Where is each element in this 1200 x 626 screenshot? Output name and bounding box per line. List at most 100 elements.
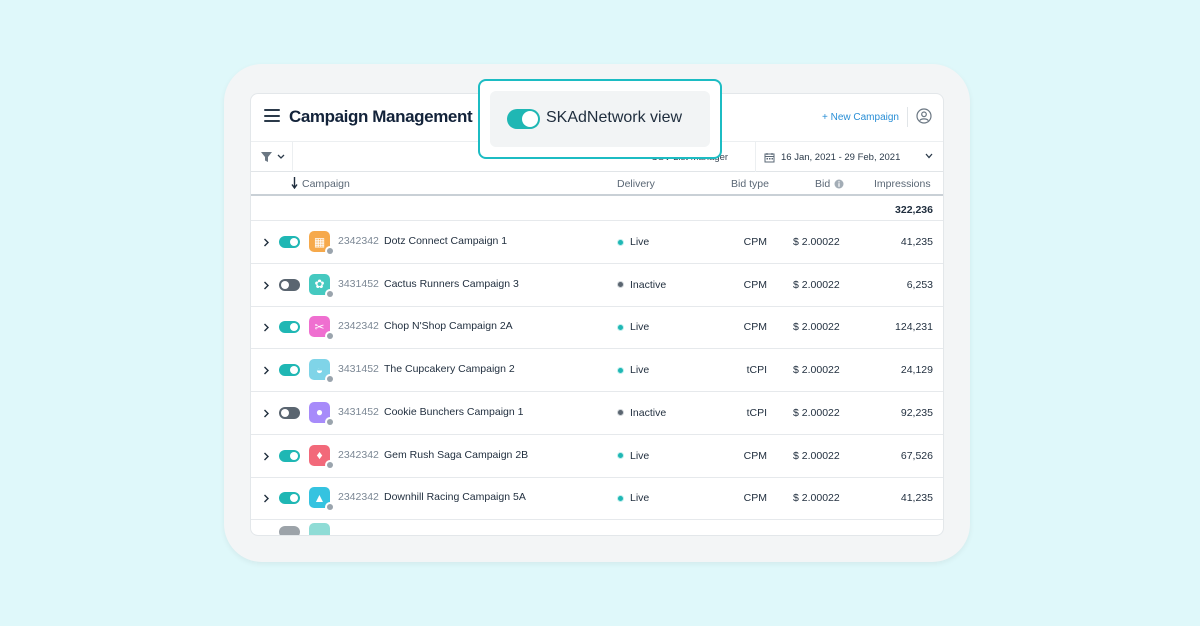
app-icon-glyph: ◒ (309, 359, 330, 381)
status-dot-icon (617, 409, 624, 417)
bid-type: CPM (743, 449, 767, 462)
table-row[interactable]: ◒ 3431452 The Cupcakery Campaign 2 Live tCPI… (251, 349, 943, 393)
app-icon-glyph: ✂ (309, 316, 330, 338)
calendar-icon (764, 152, 775, 162)
campaign-toggle[interactable] (279, 236, 300, 248)
sort-down-arrow-icon[interactable] (291, 177, 298, 189)
status-dot-icon (617, 366, 624, 374)
bid-value[interactable]: $ 2.00022 (793, 236, 840, 248)
apple-icon (325, 459, 335, 470)
cactus-app-icon: ✿ (309, 273, 335, 299)
bid-type: CPM (743, 492, 767, 505)
cookie-app-icon: ● (309, 401, 335, 427)
bid-type: tCPI (746, 406, 767, 419)
column-header-delivery[interactable]: Delivery (617, 178, 655, 190)
delivery-status: Live (617, 364, 649, 376)
app-icon-glyph: ✿ (309, 273, 330, 295)
info-icon[interactable] (834, 179, 844, 189)
filter-icon[interactable] (260, 150, 288, 164)
campaign-toggle[interactable] (279, 492, 300, 505)
impressions-value: 24,129 (900, 364, 933, 377)
bid-value[interactable]: $ 2.00022 (793, 449, 840, 462)
campaign-toggle[interactable] (279, 321, 300, 334)
bid-type: tCPI (746, 364, 767, 377)
table-row[interactable]: ▦ 2342342 Dotz Connect Campaign 1 Live CPM $ … (251, 221, 943, 264)
dotz-app-icon: ▦ (309, 231, 335, 256)
impressions-value: 41,235 (900, 236, 933, 248)
status-dot-icon (617, 494, 624, 502)
campaign-toggle[interactable] (279, 278, 300, 291)
campaign-id: 3431452 (338, 363, 379, 376)
delivery-status: Live (617, 321, 649, 333)
column-header-impressions[interactable]: Impressions (874, 178, 931, 190)
column-header-bid-type[interactable]: Bid type (731, 178, 769, 190)
apple-icon (325, 374, 335, 385)
table-row-partial (251, 522, 943, 535)
delivery-status: Live (617, 450, 649, 462)
app-icon (309, 523, 330, 535)
chevron-right-icon[interactable] (263, 238, 270, 247)
campaign-id: 2342342 (338, 320, 379, 333)
chevron-right-icon[interactable] (263, 366, 270, 375)
delivery-label: Inactive (630, 278, 667, 291)
bid-value[interactable]: $ 2.00022 (793, 406, 840, 419)
campaign-id: 2342342 (338, 235, 379, 247)
chevron-right-icon[interactable] (263, 323, 270, 332)
table-row[interactable]: ♦ 2342342 Gem Rush Saga Campaign 2B Live CPM… (251, 435, 943, 478)
user-avatar-icon[interactable] (916, 108, 932, 124)
table-row[interactable]: ✂ 2342342 Chop N'Shop Campaign 2A Live CPM $ … (251, 306, 943, 350)
bid-value[interactable]: $ 2.00022 (793, 492, 840, 505)
divider (755, 142, 756, 172)
divider (907, 107, 908, 127)
skadnetwork-toggle[interactable] (507, 109, 540, 129)
skadnetwork-toggle-container[interactable]: SKAdNetwork view (490, 91, 710, 147)
apple-icon (325, 331, 335, 342)
cupcake-app-icon: ◒ (309, 359, 335, 385)
apple-icon (325, 288, 335, 299)
campaign-name-link[interactable]: Cookie Bunchers Campaign 1 (384, 405, 524, 418)
apple-icon (325, 416, 335, 427)
campaign-name-link[interactable]: Chop N'Shop Campaign 2A (384, 320, 513, 333)
table-row[interactable]: ▲ 2342342 Downhill Racing Campaign 5A Live C… (251, 477, 943, 521)
campaign-toggle[interactable] (279, 526, 300, 535)
campaign-name-link[interactable]: The Cupcakery Campaign 2 (384, 363, 515, 376)
new-campaign-button[interactable]: + New Campaign (822, 112, 899, 123)
delivery-label: Live (630, 364, 650, 377)
chevron-right-icon[interactable] (263, 452, 270, 461)
bid-value[interactable]: $ 2.00022 (793, 321, 840, 334)
page-title: Campaign Management (289, 107, 473, 126)
impressions-value: 92,235 (900, 406, 933, 419)
campaign-name-link[interactable]: Cactus Runners Campaign 3 (384, 277, 519, 290)
chevron-right-icon[interactable] (263, 409, 270, 418)
chevron-right-icon[interactable] (263, 494, 270, 503)
campaign-name-link[interactable]: Gem Rush Saga Campaign 2B (384, 448, 529, 461)
table-header: Campaign Delivery Bid type Bid Impressio… (251, 172, 943, 196)
table-row[interactable]: ● 3431452 Cookie Bunchers Campaign 1 Inacti… (251, 392, 943, 435)
campaign-toggle[interactable] (279, 406, 300, 419)
delivery-label: Inactive (630, 406, 667, 419)
impressions-value: 67,526 (900, 449, 933, 462)
date-range-label: 16 Jan, 2021 - 29 Feb, 2021 (781, 151, 901, 163)
hamburger-menu-icon[interactable] (264, 109, 280, 122)
scissors-app-icon: ✂ (309, 316, 335, 342)
delivery-status: Inactive (617, 279, 666, 291)
column-header-campaign[interactable]: Campaign (302, 178, 350, 190)
date-range-picker[interactable]: 16 Jan, 2021 - 29 Feb, 2021 (764, 150, 900, 164)
bid-value[interactable]: $ 2.00022 (793, 364, 840, 377)
column-header-bid[interactable]: Bid (815, 178, 844, 190)
chevron-right-icon[interactable] (263, 281, 270, 290)
campaign-name-link[interactable]: Downhill Racing Campaign 5A (384, 491, 526, 504)
bid-value[interactable]: $ 2.00022 (793, 278, 840, 291)
campaign-toggle[interactable] (279, 364, 300, 377)
campaign-name-link[interactable]: Dotz Connect Campaign 1 (384, 235, 508, 247)
column-header-bid-label: Bid (815, 178, 831, 190)
delivery-label: Live (630, 321, 650, 334)
status-dot-icon (617, 452, 624, 459)
racing-app-icon: ▲ (309, 487, 335, 513)
chevron-down-icon[interactable] (925, 153, 933, 159)
total-impressions: 322,236 (895, 204, 933, 216)
campaign-toggle[interactable] (279, 449, 300, 462)
skadnetwork-view-panel: SKAdNetwork view (478, 79, 722, 159)
apple-icon (325, 246, 335, 256)
table-row[interactable]: ✿ 3431452 Cactus Runners Campaign 3 Inactiv… (251, 264, 943, 307)
